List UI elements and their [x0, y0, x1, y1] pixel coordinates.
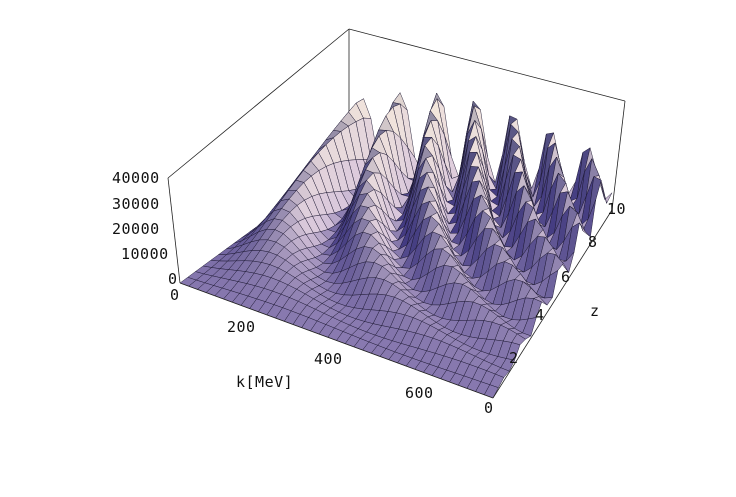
box-edge-front-right [492, 209, 613, 399]
y-axis: 0 2 4 6 8 10 z [484, 200, 626, 417]
box-edge-back-top-left [167, 28, 350, 179]
x-tick-label: 400 [314, 350, 343, 368]
box-edge-left-vertical [167, 177, 181, 284]
z-tick-label: 40000 [112, 169, 160, 187]
box-edge-front-left [179, 282, 494, 399]
y-tick-label: 8 [588, 233, 598, 251]
y-tick-label: 4 [535, 306, 545, 324]
box-edge-right-vertical [611, 100, 626, 211]
z-tick-label: 0 [168, 270, 178, 288]
y-tick-label: 10 [607, 200, 626, 218]
z-tick-label: 20000 [112, 220, 160, 238]
x-axis-label: k[MeV] [236, 373, 293, 391]
x-axis: 0 200 400 600 k[MeV] [170, 286, 434, 402]
z-tick-label: 10000 [121, 245, 169, 263]
surface [179, 92, 613, 399]
box-edge-back-top-right [348, 28, 626, 102]
y-tick-label: 0 [484, 399, 494, 417]
x-tick-label: 200 [227, 318, 256, 336]
y-tick-label: 2 [509, 349, 519, 367]
x-tick-label: 600 [405, 384, 434, 402]
z-axis: 40000 30000 20000 10000 0 [112, 169, 178, 288]
plot-box [167, 28, 626, 284]
x-tick-label: 0 [170, 286, 180, 304]
z-tick-label: 30000 [112, 195, 160, 213]
plot-box-front [179, 209, 613, 399]
y-axis-label: z [590, 302, 600, 320]
y-tick-label: 6 [561, 268, 571, 286]
